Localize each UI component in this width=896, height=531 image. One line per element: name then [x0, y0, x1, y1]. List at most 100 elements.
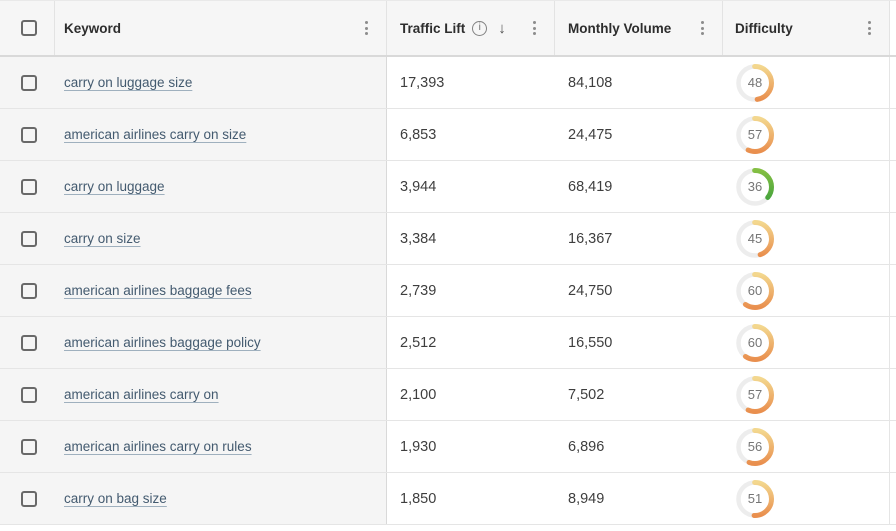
traffic-lift-column-label: Traffic Lift: [400, 20, 466, 36]
keyword-cell: american airlines baggage fees: [55, 265, 387, 316]
difficulty-value: 60: [747, 283, 763, 298]
table-header: Keyword Traffic Lift i ↓ Monthly Volume …: [0, 0, 896, 57]
keyword-link[interactable]: american airlines baggage fees: [64, 283, 252, 298]
table-row: carry on bag size 1,850 8,949 51: [0, 473, 896, 525]
keyword-column-label: Keyword: [64, 20, 122, 36]
row-spacer: [890, 265, 896, 316]
row-spacer: [890, 213, 896, 264]
difficulty-value: 51: [747, 491, 763, 506]
row-checkbox-cell: [0, 161, 55, 212]
keyword-cell: carry on luggage size: [55, 57, 387, 108]
row-checkbox-cell: [0, 213, 55, 264]
row-checkbox-cell: [0, 369, 55, 420]
traffic-lift-cell: 17,393: [400, 74, 445, 91]
traffic-lift-column-header: Traffic Lift i ↓: [387, 1, 555, 55]
table-row: carry on luggage 3,944 68,419 36: [0, 161, 896, 213]
difficulty-cell: 45: [723, 213, 890, 264]
monthly-volume-cell: 7,502: [568, 386, 605, 403]
difficulty-gauge: 56: [735, 427, 775, 467]
traffic-lift-cell: 3,384: [400, 230, 437, 247]
row-checkbox[interactable]: [21, 490, 37, 507]
difficulty-value: 56: [747, 439, 763, 454]
keyword-column-menu-icon[interactable]: [363, 18, 370, 38]
monthly-volume-column-menu-icon[interactable]: [699, 18, 706, 38]
row-checkbox[interactable]: [21, 178, 37, 195]
row-checkbox[interactable]: [21, 74, 37, 91]
sort-descending-icon[interactable]: ↓: [498, 19, 506, 37]
difficulty-cell: 51: [723, 473, 890, 524]
traffic-lift-cell: 2,512: [400, 334, 437, 351]
keyword-link[interactable]: carry on bag size: [64, 491, 167, 506]
keyword-cell: carry on luggage: [55, 161, 387, 212]
keyword-column-header: Keyword: [55, 1, 387, 55]
difficulty-value: 36: [747, 179, 763, 194]
row-checkbox-cell: [0, 317, 55, 368]
table-body: carry on luggage size 17,393 84,108 48 ameri…: [0, 57, 896, 525]
row-checkbox[interactable]: [21, 386, 37, 403]
difficulty-column-menu-icon[interactable]: [866, 18, 873, 38]
difficulty-gauge: 57: [735, 115, 775, 155]
difficulty-cell: 60: [723, 265, 890, 316]
monthly-volume-cell: 16,367: [568, 230, 613, 247]
difficulty-column-label: Difficulty: [735, 20, 793, 36]
row-spacer: [890, 473, 896, 524]
difficulty-value: 60: [747, 335, 763, 350]
difficulty-cell: 57: [723, 109, 890, 160]
keyword-cell: carry on size: [55, 213, 387, 264]
row-spacer: [890, 109, 896, 160]
monthly-volume-cell: 6,896: [568, 438, 605, 455]
difficulty-gauge: 60: [735, 323, 775, 363]
row-spacer: [890, 57, 896, 108]
table-row: american airlines baggage policy 2,512 16,…: [0, 317, 896, 369]
monthly-volume-cell: 8,949: [568, 490, 605, 507]
difficulty-gauge: 45: [735, 219, 775, 259]
row-checkbox[interactable]: [21, 334, 37, 351]
traffic-lift-info-icon[interactable]: i: [472, 20, 488, 36]
difficulty-value: 45: [747, 231, 763, 246]
table-row: american airlines carry on 2,100 7,502 57: [0, 369, 896, 421]
row-checkbox-cell: [0, 265, 55, 316]
row-checkbox[interactable]: [21, 126, 37, 143]
monthly-volume-column-header: Monthly Volume: [555, 1, 723, 55]
keyword-link[interactable]: american airlines carry on size: [64, 127, 247, 142]
monthly-volume-cell: 24,475: [568, 126, 613, 143]
table-row: carry on size 3,384 16,367 45: [0, 213, 896, 265]
table-row: american airlines carry on rules 1,930 6,8…: [0, 421, 896, 473]
keyword-link[interactable]: american airlines baggage policy: [64, 335, 261, 350]
difficulty-value: 57: [747, 127, 763, 142]
keyword-link[interactable]: carry on luggage: [64, 179, 165, 194]
traffic-lift-cell: 2,739: [400, 282, 437, 299]
keyword-cell: american airlines carry on rules: [55, 421, 387, 472]
keyword-link[interactable]: american airlines carry on: [64, 387, 219, 402]
table-row: carry on luggage size 17,393 84,108 48: [0, 57, 896, 109]
monthly-volume-cell: 24,750: [568, 282, 613, 299]
select-all-checkbox[interactable]: [21, 20, 37, 36]
table-row: american airlines baggage fees 2,739 24,75…: [0, 265, 896, 317]
difficulty-gauge: 48: [735, 63, 775, 103]
keyword-link[interactable]: carry on luggage size: [64, 75, 193, 90]
keyword-link[interactable]: carry on size: [64, 231, 141, 246]
monthly-volume-column-label: Monthly Volume: [568, 20, 672, 36]
keyword-link[interactable]: american airlines carry on rules: [64, 439, 252, 454]
row-checkbox[interactable]: [21, 282, 37, 299]
row-checkbox-cell: [0, 421, 55, 472]
difficulty-cell: 36: [723, 161, 890, 212]
traffic-lift-cell: 1,930: [400, 438, 437, 455]
difficulty-value: 48: [747, 75, 763, 90]
row-spacer: [890, 161, 896, 212]
difficulty-cell: 48: [723, 57, 890, 108]
monthly-volume-cell: 68,419: [568, 178, 613, 195]
row-spacer: [890, 369, 896, 420]
keyword-cell: carry on bag size: [55, 473, 387, 524]
difficulty-cell: 57: [723, 369, 890, 420]
monthly-volume-cell: 16,550: [568, 334, 613, 351]
row-checkbox[interactable]: [21, 230, 37, 247]
table-row: american airlines carry on size 6,853 24,4…: [0, 109, 896, 161]
traffic-lift-column-menu-icon[interactable]: [531, 18, 538, 38]
difficulty-gauge: 51: [735, 479, 775, 519]
row-checkbox-cell: [0, 109, 55, 160]
difficulty-gauge: 36: [735, 167, 775, 207]
monthly-volume-cell: 84,108: [568, 74, 613, 91]
row-checkbox[interactable]: [21, 438, 37, 455]
